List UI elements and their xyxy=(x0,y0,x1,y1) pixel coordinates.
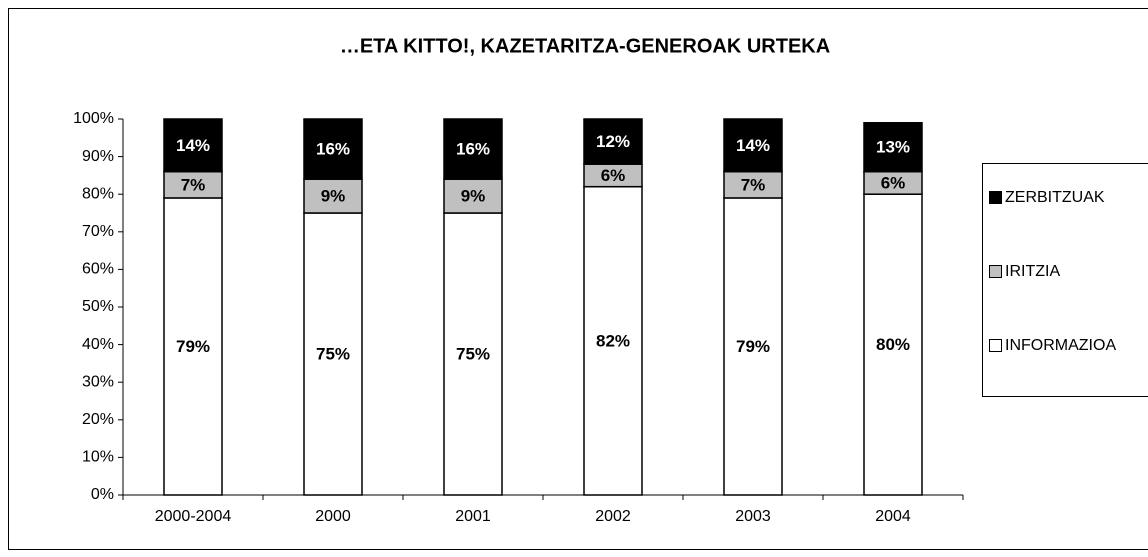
value-label: 79% xyxy=(176,337,210,356)
y-tick-label: 40% xyxy=(82,336,114,353)
value-label: 80% xyxy=(876,335,910,354)
y-tick-label: 60% xyxy=(82,261,114,278)
bar-segment xyxy=(583,185,643,496)
value-label: 6% xyxy=(881,173,906,192)
chart-title: …ETA KITTO!, KAZETARITZA-GENEROAK URTEKA xyxy=(340,35,830,57)
bar-segment xyxy=(443,212,503,496)
y-tick-label: 50% xyxy=(82,298,114,315)
legend-swatch xyxy=(989,265,1002,278)
value-label: 75% xyxy=(316,344,350,363)
value-label: 75% xyxy=(456,344,490,363)
bar-segment xyxy=(583,118,643,165)
value-label: 82% xyxy=(596,331,630,350)
value-label: 9% xyxy=(321,187,346,206)
legend-swatch xyxy=(989,191,1002,204)
value-label: 79% xyxy=(736,337,770,356)
y-tick-label: 30% xyxy=(82,373,114,390)
y-tick-label: 90% xyxy=(82,148,114,165)
x-tick-label: 2001 xyxy=(455,508,491,525)
value-label: 7% xyxy=(181,175,206,194)
bar-segment xyxy=(163,118,223,173)
legend-entry: INFORMAZIOA xyxy=(989,336,1148,355)
y-tick-label: 0% xyxy=(91,486,114,503)
value-label: 16% xyxy=(316,140,350,159)
bar-segment xyxy=(723,118,783,173)
y-tick-label: 80% xyxy=(82,185,114,202)
legend-label: INFORMAZIOA xyxy=(1005,337,1117,354)
bar-segment xyxy=(163,170,223,199)
value-label: 14% xyxy=(736,136,770,155)
y-tick-label: 100% xyxy=(73,110,114,127)
x-tick-label: 2004 xyxy=(875,508,911,525)
x-tick-label: 2000-2004 xyxy=(155,508,232,525)
legend-label: IRITZIA xyxy=(1005,263,1061,280)
bar-segment xyxy=(863,193,923,496)
legend-entry: ZERBITZUAK xyxy=(989,188,1148,207)
value-label: 14% xyxy=(176,136,210,155)
bar-segment xyxy=(443,118,503,180)
x-tick-label: 2003 xyxy=(735,508,771,525)
x-tick-label: 2002 xyxy=(595,508,631,525)
value-label: 7% xyxy=(741,175,766,194)
legend-entry: IRITZIA xyxy=(989,262,1148,281)
legend-swatch xyxy=(989,339,1002,352)
legend-label: ZERBITZUAK xyxy=(1005,189,1105,206)
value-label: 16% xyxy=(456,140,490,159)
legend: ZERBITZUAK IRITZIA INFORMAZIOA xyxy=(982,163,1148,397)
y-tick-label: 20% xyxy=(82,411,114,428)
bar-segment xyxy=(863,122,923,173)
bar-segment xyxy=(163,197,223,496)
value-label: 13% xyxy=(876,138,910,157)
y-tick-label: 70% xyxy=(82,223,114,240)
value-label: 9% xyxy=(461,187,486,206)
bar-segment xyxy=(303,118,363,180)
value-label: 6% xyxy=(601,166,626,185)
bar-segment xyxy=(723,197,783,496)
x-tick-label: 2000 xyxy=(315,508,351,525)
value-label: 12% xyxy=(596,132,630,151)
bar-segment xyxy=(723,170,783,199)
y-tick-label: 10% xyxy=(82,449,114,466)
